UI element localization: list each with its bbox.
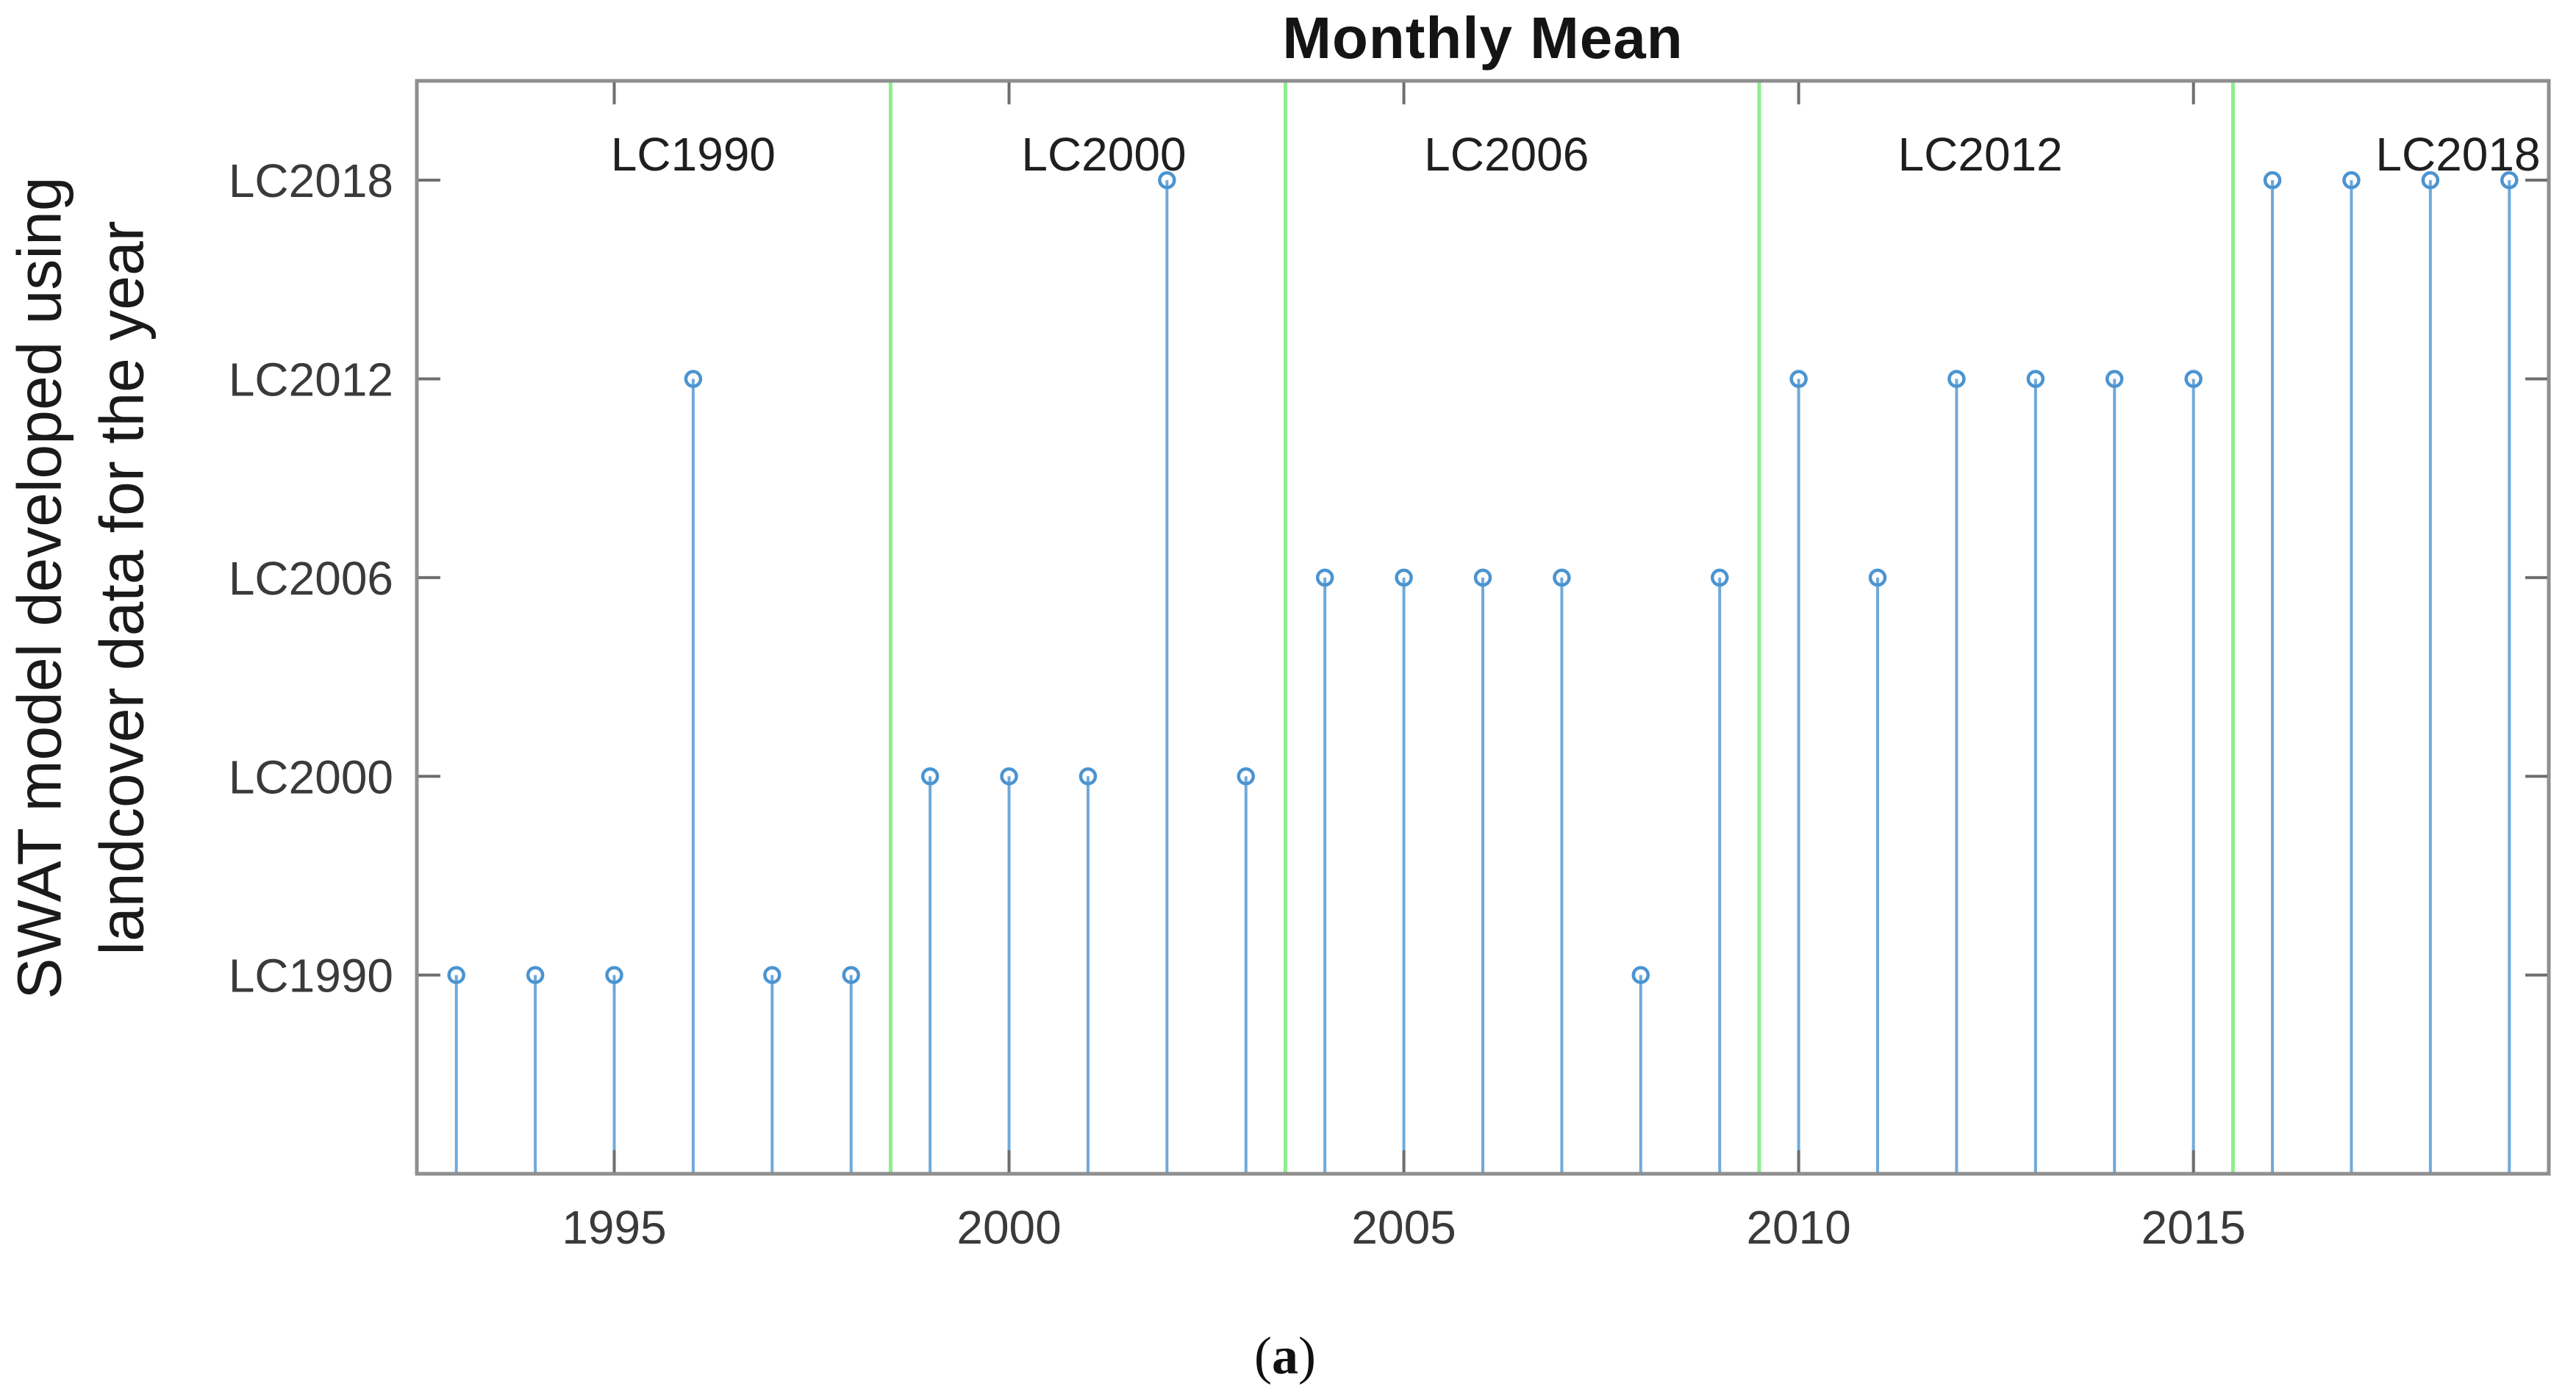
stem-marker xyxy=(526,966,545,984)
stem-marker xyxy=(2421,171,2440,190)
stem-marker xyxy=(1473,568,1492,587)
stem-marker xyxy=(2026,370,2045,388)
stem-marker xyxy=(1315,568,1334,587)
stem-marker xyxy=(2263,171,2282,190)
y-tick-label: LC2018 xyxy=(229,154,393,207)
caption-letter: a xyxy=(1272,1326,1298,1385)
section-label: LC2000 xyxy=(1021,128,1186,181)
subfigure-caption: (a) xyxy=(1254,1326,1316,1387)
stem-marker xyxy=(2342,171,2361,190)
y-tick-label: LC2006 xyxy=(229,552,393,605)
caption-open-paren: ( xyxy=(1254,1326,1272,1385)
stem-marker xyxy=(1947,370,1966,388)
stem-marker xyxy=(1000,767,1018,786)
stem-marker xyxy=(1553,568,1571,587)
x-tick-label: 2010 xyxy=(1746,1201,1850,1254)
stem-marker xyxy=(2105,370,2124,388)
x-tick-label: 2015 xyxy=(2141,1201,2245,1254)
y-tick-label: LC1990 xyxy=(229,950,393,1003)
stem-marker xyxy=(1710,568,1729,587)
section-label: LC2018 xyxy=(2375,128,2540,181)
section-label: LC2012 xyxy=(1898,128,2063,181)
stem-marker xyxy=(842,966,860,984)
stem-marker xyxy=(605,966,623,984)
stem-marker xyxy=(447,966,465,984)
stem-marker xyxy=(1158,171,1176,190)
stem-marker xyxy=(2500,171,2519,190)
section-label: LC2006 xyxy=(1424,128,1589,181)
x-tick-label: 2005 xyxy=(1351,1201,1456,1254)
axes-frame xyxy=(415,79,2551,1176)
stem-marker xyxy=(1395,568,1413,587)
stem-marker xyxy=(684,370,703,388)
section-label: LC1990 xyxy=(611,128,776,181)
y-tick-label: LC2012 xyxy=(229,354,393,406)
y-tick-label: LC2000 xyxy=(229,750,393,803)
stem-marker xyxy=(1631,966,1650,984)
stem-marker xyxy=(1237,767,1256,786)
stem-marker xyxy=(920,767,940,786)
stem-marker xyxy=(1789,370,1808,388)
stem-marker xyxy=(763,966,781,984)
stem-marker xyxy=(1078,767,1098,786)
stem-marker xyxy=(2184,370,2203,388)
x-tick-label: 2000 xyxy=(956,1201,1061,1254)
chart-title: Monthly Mean xyxy=(1282,5,1684,71)
stem-marker xyxy=(1868,568,1887,587)
caption-close-paren: ) xyxy=(1298,1326,1316,1385)
x-tick-label: 1995 xyxy=(562,1201,666,1254)
